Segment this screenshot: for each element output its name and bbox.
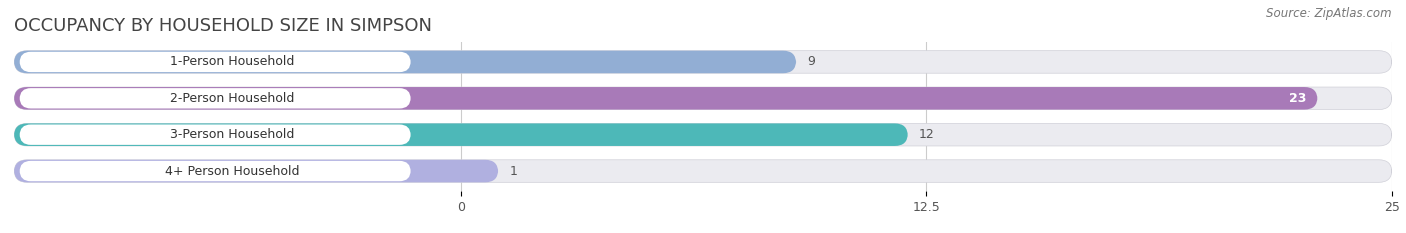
FancyBboxPatch shape xyxy=(20,124,411,145)
Text: 1: 1 xyxy=(509,164,517,178)
FancyBboxPatch shape xyxy=(20,161,411,181)
FancyBboxPatch shape xyxy=(14,123,908,146)
FancyBboxPatch shape xyxy=(14,123,1392,146)
Text: 9: 9 xyxy=(807,55,815,69)
FancyBboxPatch shape xyxy=(14,51,796,73)
Text: 1-Person Household: 1-Person Household xyxy=(170,55,294,69)
FancyBboxPatch shape xyxy=(20,52,411,72)
FancyBboxPatch shape xyxy=(14,160,498,182)
FancyBboxPatch shape xyxy=(14,87,1392,110)
Text: 12: 12 xyxy=(920,128,935,141)
Text: 23: 23 xyxy=(1289,92,1306,105)
FancyBboxPatch shape xyxy=(14,160,1392,182)
FancyBboxPatch shape xyxy=(20,88,411,109)
FancyBboxPatch shape xyxy=(14,51,1392,73)
Text: 3-Person Household: 3-Person Household xyxy=(170,128,294,141)
Text: OCCUPANCY BY HOUSEHOLD SIZE IN SIMPSON: OCCUPANCY BY HOUSEHOLD SIZE IN SIMPSON xyxy=(14,17,432,35)
FancyBboxPatch shape xyxy=(14,87,1317,110)
Text: Source: ZipAtlas.com: Source: ZipAtlas.com xyxy=(1267,7,1392,20)
Text: 4+ Person Household: 4+ Person Household xyxy=(165,164,299,178)
Text: 2-Person Household: 2-Person Household xyxy=(170,92,294,105)
